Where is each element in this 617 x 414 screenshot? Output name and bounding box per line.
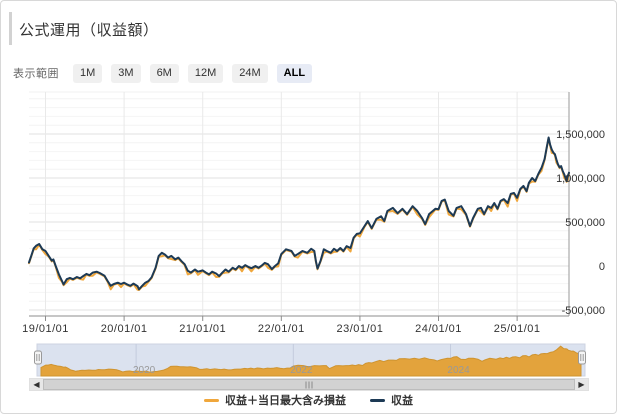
- navigator-left-handle[interactable]: [34, 350, 42, 365]
- legend-item-0[interactable]: 収益＋当日最大含み損益: [204, 392, 346, 408]
- range-button-1m[interactable]: 1M: [73, 63, 103, 83]
- x-axis-label: 24/01/01: [415, 323, 462, 335]
- y-axis-label: 500,000: [565, 217, 605, 229]
- range-selector-label: 表示範囲: [13, 68, 59, 80]
- navigator-right-handle[interactable]: [578, 350, 586, 365]
- chart-scrollbar: ◀ ▶: [29, 378, 589, 391]
- range-button-6m[interactable]: 6M: [149, 63, 179, 83]
- legend-item-1[interactable]: 収益: [370, 392, 413, 408]
- scrollbar-thumb[interactable]: [43, 379, 575, 390]
- range-button-12m[interactable]: 12M: [187, 63, 224, 83]
- navigator-area-series: [40, 345, 582, 377]
- x-axis-label: 21/01/01: [179, 323, 226, 335]
- navigator-year-label: 2024: [447, 365, 470, 376]
- navigator-year-label: 2020: [133, 365, 156, 376]
- y-axis-label: 1,500,000: [556, 129, 605, 141]
- legend-line-icon: [204, 398, 219, 402]
- legend-label: 収益: [391, 395, 413, 407]
- scrollbar-right-arrow-icon[interactable]: ▶: [575, 379, 588, 390]
- x-axis-label: 22/01/01: [258, 323, 305, 335]
- series-line-profit-plus-drawdown: [28, 137, 570, 291]
- range-buttons: 1M 3M 6M 12M 24M ALL: [73, 63, 313, 83]
- range-button-3m[interactable]: 3M: [111, 63, 141, 83]
- scrollbar-left-arrow-icon[interactable]: ◀: [30, 379, 43, 390]
- navigator-year-label: 2022: [290, 365, 313, 376]
- y-axis-label: 1,000,000: [556, 173, 605, 185]
- series-line-profit: [28, 136, 570, 291]
- chart-legend: 収益＋当日最大含み損益 収益: [1, 392, 616, 408]
- legend-line-icon: [370, 398, 385, 402]
- y-axis-label: 0: [599, 261, 605, 273]
- range-button-all[interactable]: ALL: [276, 63, 313, 83]
- x-axis-label: 20/01/01: [101, 323, 148, 335]
- y-axis-label: -500,000: [562, 305, 605, 317]
- x-axis-label: 19/01/01: [22, 323, 69, 335]
- scrollbar-grip-icon: [308, 381, 310, 388]
- legend-label: 収益＋当日最大含み損益: [225, 395, 346, 407]
- x-axis-label: 23/01/01: [337, 323, 384, 335]
- range-button-24m[interactable]: 24M: [232, 63, 268, 83]
- page-title: 公式運用（収益額）: [19, 22, 159, 39]
- title-accent-bar: [9, 12, 12, 45]
- range-selector: 表示範囲 1M 3M 6M 12M 24M ALL: [13, 63, 313, 83]
- plot-area[interactable]: [29, 92, 569, 316]
- x-axis-label: 25/01/01: [494, 323, 541, 335]
